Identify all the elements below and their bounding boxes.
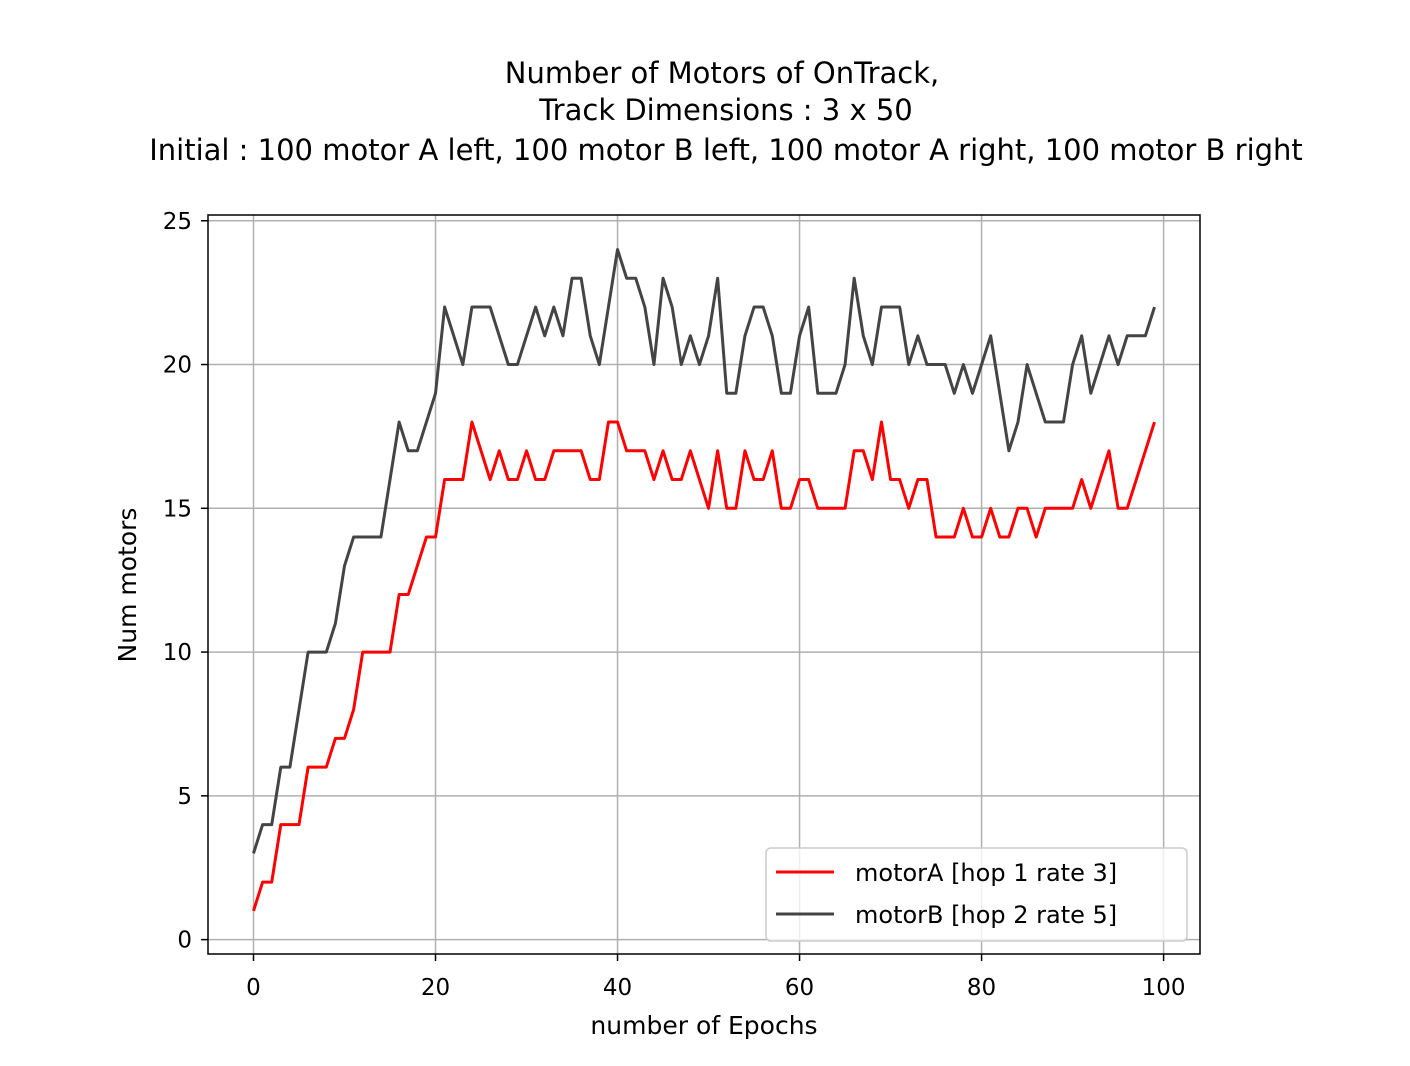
- tick-layer: 0 20 40 60 80 100 0 5 10 15 20 25: [163, 209, 1186, 1001]
- y-tick-label: 20: [163, 353, 192, 379]
- x-tick-label: 60: [785, 975, 814, 1001]
- y-tick-label: 5: [177, 784, 192, 810]
- legend-box: [765, 847, 1188, 942]
- y-tick-label: 25: [163, 209, 192, 235]
- series-line-motorA: [252, 420, 1156, 912]
- x-tick-label: 100: [1142, 975, 1186, 1001]
- y-tick-label: 10: [163, 640, 192, 666]
- plot-frame: [207, 214, 1201, 955]
- x-tick-label: 80: [967, 975, 996, 1001]
- y-axis-label: Num motors: [113, 508, 142, 663]
- x-tick-label: 40: [603, 975, 632, 1001]
- y-tick-label: 0: [177, 928, 192, 954]
- x-tick-label: 20: [421, 975, 450, 1001]
- legend-label-motorA: motorA [hop 1 rate 3]: [855, 859, 1117, 887]
- legend: motorA [hop 1 rate 3] motorB [hop 2 rate…: [765, 847, 1188, 942]
- y-tick-label: 15: [163, 496, 192, 522]
- chart-title-line-3: Initial : 100 motor A left, 100 motor B …: [149, 133, 1303, 167]
- series-line-motorB: [252, 248, 1156, 854]
- x-axis-label: number of Epochs: [590, 1011, 817, 1040]
- chart-title-line-1: Number of Motors of OnTrack,: [505, 56, 940, 90]
- chart-title-line-2: Track Dimensions : 3 x 50: [538, 93, 913, 127]
- x-tick-label: 0: [246, 975, 261, 1001]
- legend-label-motorB: motorB [hop 2 rate 5]: [855, 901, 1117, 929]
- series-layer: [252, 248, 1156, 912]
